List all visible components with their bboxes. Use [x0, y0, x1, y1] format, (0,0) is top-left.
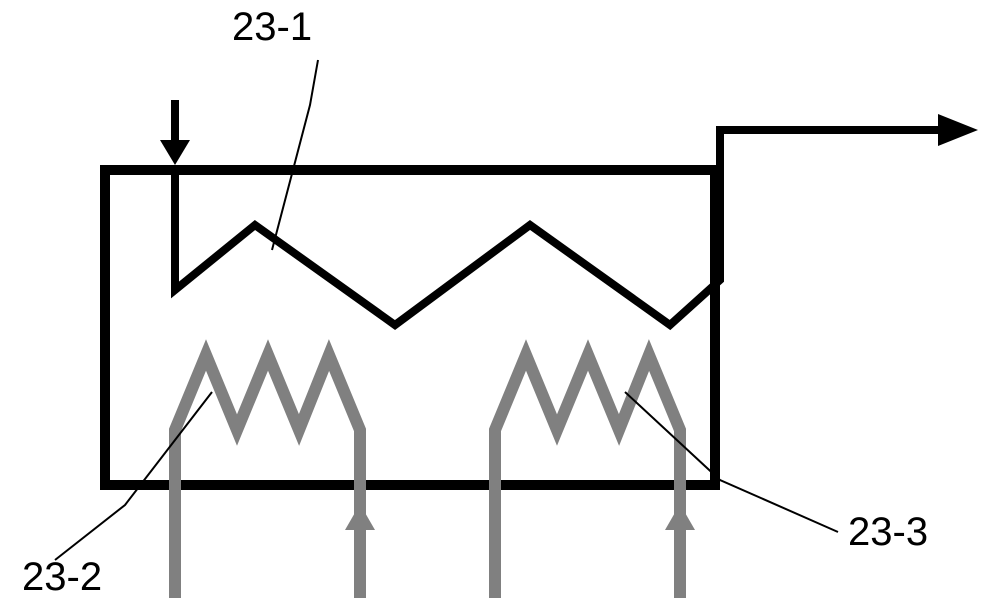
- leader-top: [272, 60, 318, 250]
- label-left: 23-2: [22, 555, 102, 600]
- leader-right: [625, 392, 838, 532]
- bottom-left-coil: [175, 355, 360, 487]
- diagram-container: 23-1 23-2 23-3: [0, 0, 1000, 601]
- label-right: 23-3: [848, 510, 928, 555]
- top-zigzag-coil: [175, 165, 720, 325]
- gray-pipe-1-up-head: [345, 504, 375, 530]
- main-box: [105, 170, 715, 485]
- leader-left: [55, 392, 212, 560]
- gray-pipe-2-up-head: [665, 504, 695, 530]
- outlet-arrow-head: [938, 114, 978, 146]
- label-top: 23-1: [232, 5, 312, 50]
- outlet-arrow: [720, 130, 940, 170]
- inlet-arrow-head: [160, 140, 190, 165]
- bottom-right-coil: [495, 355, 680, 487]
